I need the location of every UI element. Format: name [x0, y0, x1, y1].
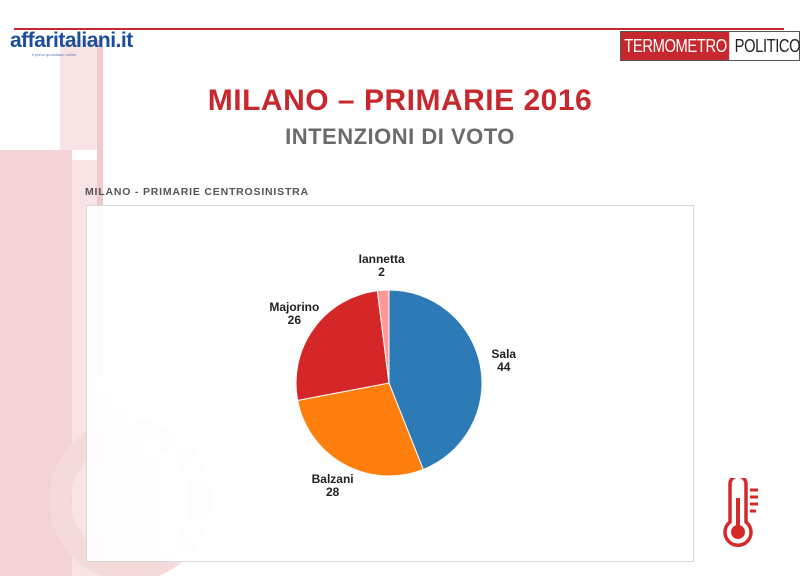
- pie-label-name: Sala: [491, 347, 517, 362]
- logo-termometro-text: TERMOMETRO: [621, 32, 730, 60]
- pie-chart: [295, 289, 483, 477]
- pie-slice-iannetta: [376, 289, 390, 384]
- pie-label-balzani: Balzani 28: [311, 471, 354, 499]
- pie-label-majorino: Majorino 26: [269, 301, 319, 327]
- pie-label-name: Balzani: [311, 471, 354, 486]
- pie-label-name: Majorino: [269, 300, 320, 315]
- pie-slice-balzani: [297, 382, 424, 477]
- affaritaliani-logo[interactable]: affaritaliani.it il primo quotidiano onl…: [10, 30, 133, 60]
- logo-tagline: il primo quotidiano online: [32, 52, 77, 57]
- logo-politico-text: POLITICO: [734, 36, 800, 56]
- pie-slice-sala: [388, 289, 483, 471]
- header-rule: [14, 28, 784, 30]
- page-subtitle: INTENZIONI DI VOTO: [285, 124, 515, 149]
- chart-frame: Sala 44 Balzani 28 Majorino 26 Iannetta 2: [86, 205, 694, 562]
- logo-tld: .it: [115, 29, 134, 52]
- pie-label-iannetta: Iannetta 2: [359, 253, 405, 279]
- pie-slice-majorino: [295, 290, 390, 402]
- pie-label-value: 44: [497, 360, 511, 375]
- thermometer-icon: [723, 478, 758, 547]
- pie-label-value: 28: [325, 484, 340, 499]
- pie-label-value: 26: [287, 313, 302, 328]
- pie-label-value: 2: [378, 265, 385, 280]
- pie-label-sala: Sala 44: [491, 348, 516, 374]
- page-title: MILANO – PRIMARIE 2016: [207, 84, 593, 117]
- termometro-politico-logo[interactable]: TERMOMETRO POLITICO: [620, 31, 800, 61]
- chart-title: MILANO - PRIMARIE CENTROSINISTRA: [85, 186, 309, 198]
- pie-label-name: Iannetta: [358, 252, 405, 267]
- logo-name: affaritaliani: [10, 29, 116, 52]
